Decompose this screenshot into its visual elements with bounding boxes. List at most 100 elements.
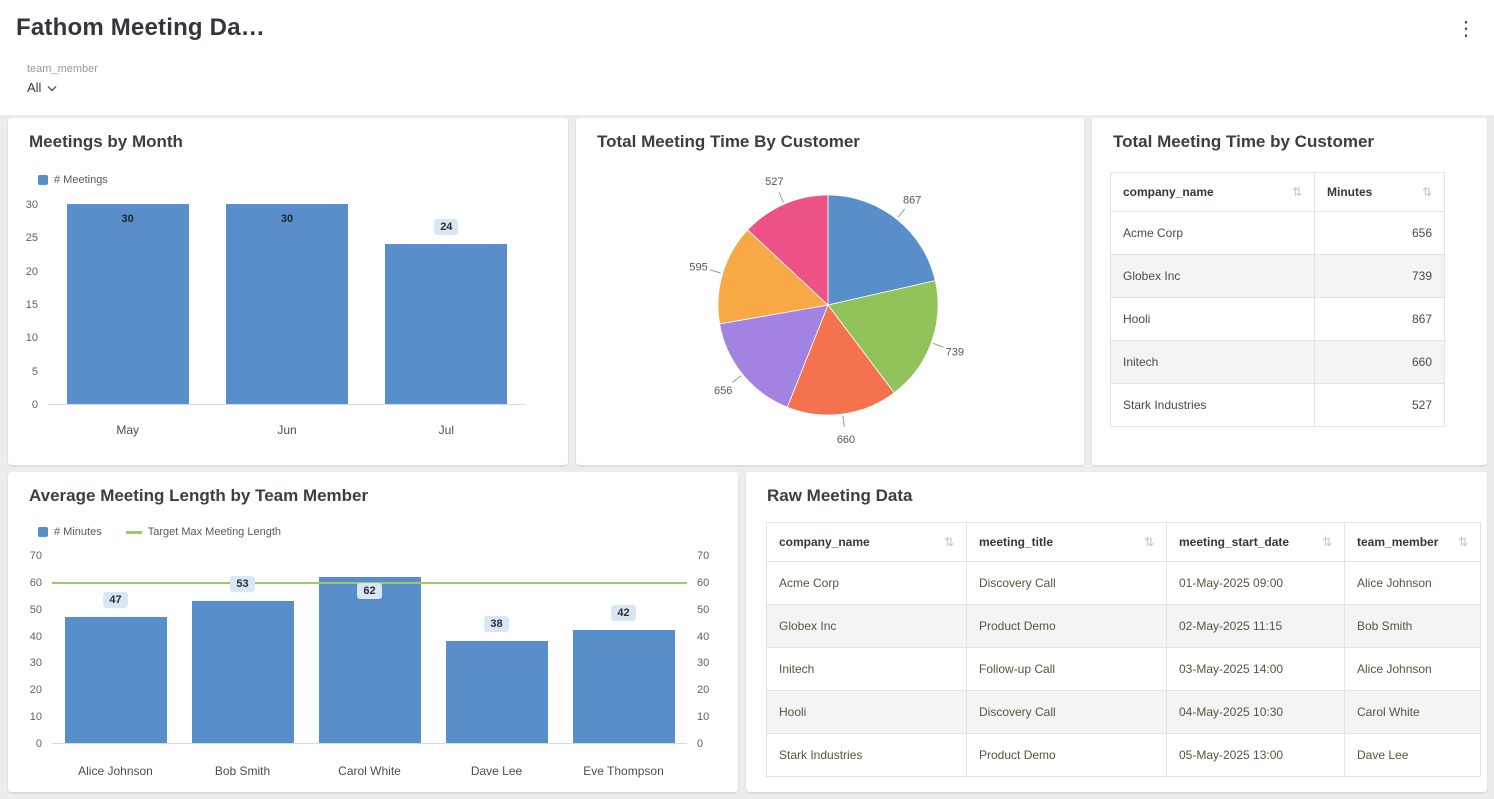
column-header-team_member[interactable]: team_member ⇅ (1344, 522, 1481, 562)
table-row[interactable]: Globex Inc 739 (1110, 254, 1445, 298)
bar-value-label: 38 (433, 615, 560, 632)
x-axis-label: Eve Thompson (583, 764, 664, 778)
bar-eve-thompson[interactable] (572, 630, 675, 743)
y-axis-tick: 50 (29, 603, 42, 616)
cell: 01-May-2025 09:00 (1166, 561, 1345, 605)
pie-slice-527[interactable] (747, 194, 829, 306)
sort-icon[interactable]: ⇅ (1421, 185, 1432, 199)
bar-dave-lee[interactable] (445, 640, 548, 743)
header: Fathom Meeting Da… ⋮ team_member All (0, 0, 1494, 115)
bar-bob-smith[interactable] (191, 600, 294, 743)
x-axis-label: Alice Johnson (78, 764, 153, 778)
bar-value-label: 42 (560, 605, 687, 622)
y-axis-tick: 15 (25, 299, 38, 311)
cell: 04-May-2025 10:30 (1166, 690, 1345, 734)
y-axis-tick: 0 (31, 399, 38, 411)
filter-dropdown[interactable]: All (27, 80, 57, 95)
total-meeting-time-table: company_name ⇅ Minutes ⇅ Acme Corp 656 Globex … (1110, 172, 1445, 427)
y-axis-tick: 5 (31, 365, 38, 378)
bar-value: 30 (121, 213, 134, 225)
pie-slice-595[interactable] (717, 229, 829, 325)
sort-icon[interactable]: ⇅ (943, 535, 954, 549)
bar-jun[interactable] (226, 204, 348, 404)
bar-may[interactable] (66, 204, 189, 404)
column-header-content: meeting_title ⇅ (979, 535, 1154, 549)
legend-swatch-icon (38, 527, 48, 537)
y-axis-tick-right: 70 (697, 550, 710, 562)
table-row[interactable]: Acme Corp 656 (1110, 211, 1445, 255)
legend-line-swatch-icon (125, 530, 142, 534)
panel-total-time-pie: Total Meeting Time By Customer 867 739 660… (576, 118, 1084, 465)
column-label: meeting_title (979, 535, 1054, 549)
pie-label-leader-line (842, 415, 845, 427)
y-axis-tick: 40 (29, 630, 42, 643)
cell: Stark Industries (1110, 383, 1315, 427)
cell: 02-May-2025 11:15 (1166, 604, 1345, 648)
kebab-menu-icon[interactable]: ⋮ (1456, 18, 1476, 40)
bar-value-label: 30 (48, 213, 207, 225)
cell: Follow-up Call (966, 647, 1167, 691)
table-row[interactable]: Stark Industries Product Demo 05-May-2025 … (766, 733, 1481, 777)
table-row[interactable]: Acme Corp Discovery Call 01-May-2025 09:00… (766, 561, 1481, 605)
sort-icon[interactable]: ⇅ (1321, 535, 1332, 549)
cell: 739 (1314, 254, 1445, 298)
pie-slice-656[interactable] (719, 304, 829, 408)
panel-title: Meetings by Month (29, 132, 183, 151)
bar-carol-white[interactable] (318, 576, 421, 743)
column-header-content: Minutes ⇅ (1327, 185, 1432, 199)
legend-item[interactable]: Target Max Meeting Length (125, 526, 281, 538)
sort-icon[interactable]: ⇅ (1143, 535, 1154, 549)
cell: 867 (1314, 297, 1445, 341)
x-axis-label: Jun (277, 423, 297, 437)
sort-icon[interactable]: ⇅ (1457, 535, 1468, 549)
column-header-meeting_start_date[interactable]: meeting_start_date ⇅ (1166, 522, 1345, 562)
dashboard-canvas: Meetings by Month # Meetings 30 30 24 0 5 10 1… (0, 115, 1494, 799)
x-axis-label: Dave Lee (470, 764, 523, 778)
table-row[interactable]: Stark Industries 527 (1110, 383, 1445, 427)
column-label: meeting_start_date (1179, 535, 1290, 549)
bar-jul[interactable] (385, 244, 508, 404)
y-axis-tick-right: 20 (697, 684, 710, 697)
y-axis-tick: 70 (29, 550, 42, 562)
table-header-row: company_name ⇅ Minutes ⇅ (1110, 172, 1445, 212)
column-header-Minutes[interactable]: Minutes ⇅ (1314, 172, 1445, 212)
cell: Discovery Call (966, 690, 1167, 734)
table-row[interactable]: Initech Follow-up Call 03-May-2025 14:00 Al… (766, 647, 1481, 691)
column-header-content: company_name ⇅ (779, 535, 954, 549)
table-row[interactable]: Hooli 867 (1110, 297, 1445, 341)
cell: Globex Inc (766, 604, 967, 648)
pie-slice-label: 595 (689, 261, 707, 273)
legend-item[interactable]: # Minutes (38, 526, 102, 538)
column-header-company_name[interactable]: company_name ⇅ (1110, 172, 1315, 212)
table-row[interactable]: Initech 660 (1110, 340, 1445, 384)
x-axis-label: Bob Smith (214, 764, 271, 778)
pie-slice-660[interactable] (786, 304, 895, 416)
y-axis-tick-right: 40 (697, 630, 710, 643)
panel-title: Raw Meeting Data (767, 486, 913, 505)
pie-slice-867[interactable] (827, 194, 936, 306)
pie-slice-739[interactable] (827, 280, 939, 394)
panel-raw-meeting-data: Raw Meeting Data company_name ⇅ meeting_ti… (746, 472, 1487, 792)
bar-value-label: 47 (52, 591, 179, 608)
pie-slice-label: 867 (903, 195, 921, 207)
bar-value-label: 30 (207, 213, 366, 225)
column-label: company_name (1123, 185, 1214, 199)
y-axis-tick: 25 (25, 232, 38, 245)
column-header-meeting_title[interactable]: meeting_title ⇅ (966, 522, 1167, 562)
column-header-content: meeting_start_date ⇅ (1179, 535, 1332, 549)
sort-icon[interactable]: ⇅ (1291, 185, 1302, 199)
bar-value: 62 (357, 583, 382, 600)
cell: Hooli (1110, 297, 1315, 341)
cell: Product Demo (966, 604, 1167, 648)
table-row[interactable]: Globex Inc Product Demo 02-May-2025 11:15 B… (766, 604, 1481, 648)
avg-meeting-length-bar-chart: 47 53 62 38 42 0 0 10 10 20 20 30 30 40 40 50 50 60 60 70 70… (8, 550, 738, 792)
cell: Initech (1110, 340, 1315, 384)
column-header-company_name[interactable]: company_name ⇅ (766, 522, 967, 562)
bar-value-label: 62 (306, 583, 433, 600)
bar-alice-johnson[interactable] (64, 616, 167, 743)
table-row[interactable]: Hooli Discovery Call 04-May-2025 10:30 Caro… (766, 690, 1481, 734)
legend-item[interactable]: # Meetings (38, 174, 108, 186)
panel-total-time-table: Total Meeting Time by Customer company_n… (1092, 118, 1487, 465)
y-axis-tick-right: 50 (697, 603, 710, 616)
page-title: Fathom Meeting Da… (16, 14, 265, 41)
